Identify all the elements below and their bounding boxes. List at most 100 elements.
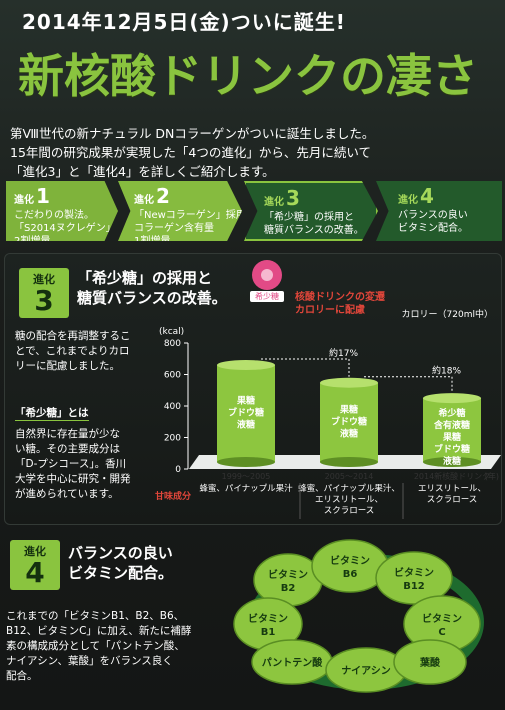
sweetener-text: スクラロース [324, 506, 375, 516]
vitamin-bubble [375, 551, 453, 605]
section-evolution-3: 進化 3 「希少糖」の採用と 糖質バランスの改善。 希少糖 核酸ドリンクの変遷 … [4, 253, 502, 525]
y-tick-label: 200 [164, 434, 181, 444]
sweetener-text: スクラロース [427, 495, 478, 505]
vitamin-type: C [438, 627, 445, 638]
bar-base [217, 457, 275, 467]
step-number: 2 [156, 184, 170, 208]
y-tick-label: 0 [175, 465, 181, 475]
body-line: ナイアシン、葉酸」をバランス良く [6, 655, 173, 667]
body-line: 自然界に存在量が少な [15, 428, 120, 440]
vitamin-name: パントテン酸 [262, 656, 323, 669]
evolution-3-badge: 進化 3 [19, 268, 69, 318]
sweetener-text: エリスリトール、 [418, 484, 486, 494]
reduction-indicator [364, 376, 453, 393]
bar-label: 液糖 [340, 427, 358, 439]
step-label: 進化 [264, 197, 284, 208]
sweetener-title: 甘味成分 [155, 490, 191, 502]
chart-note: 核酸ドリンクの変遷 カロリーに配慮 [295, 291, 385, 317]
bar-label: ブドウ糖 [434, 443, 470, 455]
bar-base [423, 457, 481, 467]
rare-sugar-logo: 希少糖 [250, 260, 284, 302]
step-text: 2割増量。 [14, 236, 61, 247]
step-label: 進化 [14, 195, 34, 206]
vitamin-name: 葉酸 [419, 656, 441, 669]
evolution-step-2: 進化 2 「Newコラーゲン」採用。 コラーゲン含有量 1割増量。 [118, 181, 242, 241]
vitamin-name: ビタミン [268, 568, 308, 581]
bar-top [217, 360, 275, 371]
bar-label: ブドウ糖 [331, 415, 367, 427]
intro-text: 第Ⅷ世代の新ナチュラル DNコラーゲンがついに誕生しました。 15年間の研究成果… [10, 124, 500, 181]
bar [217, 365, 275, 462]
step-text: 糖質バランスの改善。 [264, 225, 364, 236]
bar-label: ブドウ糖 [228, 407, 264, 419]
bar-label: 希少糖 [438, 407, 465, 419]
badge-number: 4 [25, 556, 45, 589]
body-line: リーに配慮しました。 [15, 360, 120, 372]
vitamin-name: ビタミン [394, 566, 434, 579]
bar [320, 382, 378, 462]
step-text: 1割増量。 [134, 236, 181, 247]
title-line: バランスの良い [68, 544, 173, 562]
badge-label: 進化 [24, 545, 46, 558]
body-line: 糖の配合を再調整するこ [15, 330, 131, 342]
body-line: 「D-プシコース」。香川 [15, 458, 127, 470]
calorie-chart: (kcal)0200400600800果糖ブドウ糖液糖1999〜2005果糖ブド… [155, 327, 501, 519]
title-line: ビタミン配合。 [68, 564, 174, 582]
title-line: 糖質バランスの改善。 [77, 289, 227, 307]
title-line: 「希少糖」の採用と [77, 269, 213, 287]
y-tick-label: 800 [164, 339, 181, 349]
bar-label: 含有液糖 [433, 419, 470, 431]
vitamin-name: ビタミン [422, 612, 462, 625]
x-axis-unit: (年) [485, 471, 499, 481]
body-line: とで、これまでよりカロ [15, 345, 130, 357]
section-3-body: 糖の配合を再調整するこ とで、これまでよりカロ リーに配慮しました。 [15, 329, 163, 374]
step-number: 4 [420, 184, 434, 208]
section-4-title: バランスの良い ビタミン配合。 [68, 543, 173, 583]
step-text: こだわりの製法。 [14, 210, 94, 221]
bar-label: 液糖 [443, 455, 461, 467]
x-tick-label: 2005〜2014 [325, 472, 374, 481]
vitamin-type: B2 [281, 583, 296, 594]
date-headline: 2014年12月5日(金)ついに誕生! [22, 10, 346, 34]
x-tick-label: 2014新核酸ドリンク [414, 471, 490, 481]
intro-line: 第Ⅷ世代の新ナチュラル DNコラーゲンがついに誕生しました。 [10, 126, 375, 141]
body-line: これまでの「ビタミンB1、B2、B6、 [6, 610, 185, 622]
intro-line: 「進化3」と「進化4」を詳しくご紹介します。 [10, 164, 275, 179]
body-line: B12、ビタミンC」に加え、新たに補酵 [6, 625, 192, 637]
badge-number: 3 [34, 284, 54, 317]
vitamin-type: B6 [343, 569, 358, 580]
vitamin-type: B12 [403, 581, 425, 592]
calorie-label: カロリー（720ml中） [401, 310, 493, 320]
badge-label: 進化 [33, 273, 55, 286]
step-text: 「Newコラーゲン」採用。 [134, 210, 256, 221]
body-line: 大学を中心に研究・開発 [15, 473, 131, 485]
section-4-body: これまでの「ビタミンB1、B2、B6、 B12、ビタミンC」に加え、新たに補酵 … [6, 609, 238, 684]
evolution-steps: 進化 1 こだわりの製法。 「S2014ヌクレゲン」 2割増量。 進化 2 「New… [6, 181, 502, 241]
vitamin-name: ナイアシン [341, 665, 391, 677]
step-number: 1 [36, 184, 50, 208]
reduction-label: 約18% [432, 365, 461, 377]
page-title: 新核酸ドリンクの凄さ [18, 49, 478, 103]
step-text: バランスの良い [398, 210, 468, 221]
chart-note-line: カロリーに配慮 [295, 305, 365, 316]
evolution-4-badge: 進化 4 [10, 540, 60, 590]
evolution-step-4: 進化 4 バランスの良い ビタミン配合。 [376, 181, 502, 241]
bar-label: 果糖 [442, 431, 461, 443]
step-label: 進化 [134, 195, 154, 206]
sweetener-text: エリスリトール、 [315, 495, 383, 505]
intro-line: 15年間の研究成果が実現した「4つの進化」から、先月に続いて [10, 145, 371, 160]
reduction-label: 約17% [329, 347, 358, 359]
body-line: 素の構成成分として「パントテン酸、 [6, 640, 185, 652]
logo-label: 希少糖 [250, 291, 284, 302]
step-text: 「S2014ヌクレゲン」 [14, 223, 116, 234]
x-tick-label: 1999〜2005 [222, 472, 271, 481]
step-number: 3 [286, 186, 300, 210]
vitamin-type: B1 [261, 627, 276, 638]
step-text: 「希少糖」の採用と [264, 212, 354, 223]
body-line: い糖。その主要成分は [15, 443, 120, 455]
chart-note-line: 核酸ドリンクの変遷 [295, 292, 385, 303]
bar-label: 液糖 [237, 419, 255, 431]
step-text: コラーゲン含有量 [134, 223, 214, 234]
y-tick-label: 400 [164, 402, 181, 412]
